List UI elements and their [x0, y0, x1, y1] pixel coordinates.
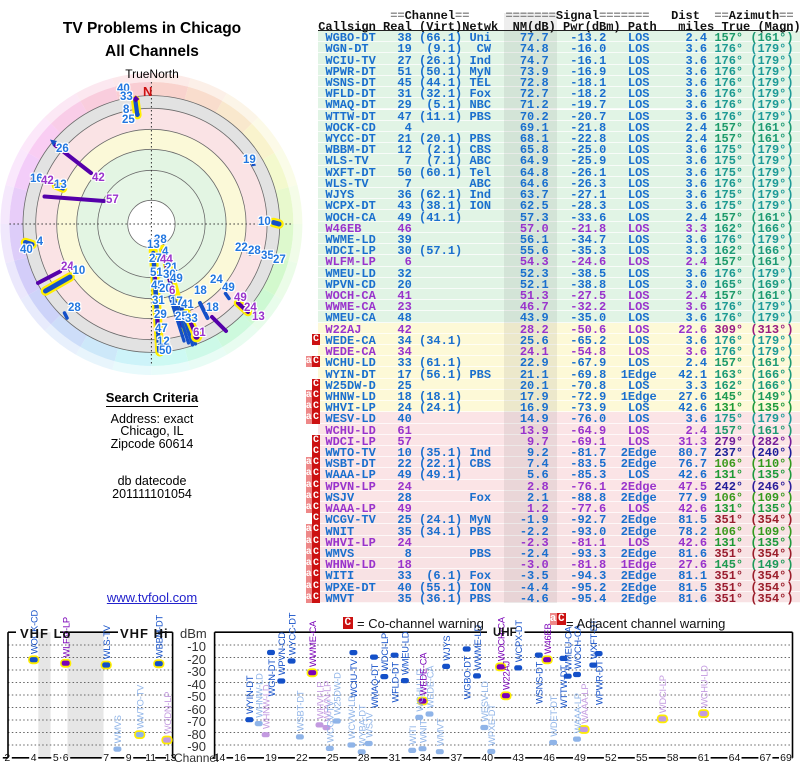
svg-text:W46EB: W46EB	[543, 623, 553, 654]
svg-text:WGBO-DT: WGBO-DT	[463, 655, 473, 699]
svg-text:WHNW-LD: WHNW-LD	[255, 673, 265, 718]
svg-text:WMEU-LD: WMEU-LD	[401, 631, 411, 675]
svg-text:WPVN-LP: WPVN-LP	[322, 681, 332, 722]
svg-text:WXFT-DT: WXFT-DT	[589, 619, 599, 659]
svg-text:WNIT: WNIT	[418, 720, 428, 743]
svg-text:W22AJ: W22AJ	[502, 661, 512, 690]
svg-text:WEDE-CA: WEDE-CA	[425, 665, 435, 709]
svg-text:W25DW-D: W25DW-D	[333, 672, 343, 715]
svg-text:WWME-LD: WWME-LD	[473, 625, 483, 671]
svg-text:WFLD-DT: WFLD-DT	[390, 661, 400, 702]
svg-text:WSJV: WSJV	[365, 712, 375, 738]
svg-text:WOCK-CD: WOCK-CD	[30, 609, 40, 654]
svg-text:WMVS: WMVS	[113, 715, 123, 743]
svg-text:WAAA-LP: WAAA-LP	[580, 684, 590, 724]
svg-text:WITI: WITI	[408, 726, 418, 745]
svg-text:WPXE-DT: WPXE-DT	[487, 704, 497, 746]
svg-text:WMVT: WMVT	[436, 718, 446, 746]
svg-text:WBBM-DT: WBBM-DT	[155, 614, 165, 658]
svg-text:WEDE-CA: WEDE-CA	[418, 652, 428, 696]
svg-text:WDCI-LP: WDCI-LP	[380, 633, 390, 671]
svg-text:WCHU-LD: WCHU-LD	[415, 669, 425, 712]
svg-text:WOCH-CA: WOCH-CA	[496, 616, 506, 661]
svg-text:WPVN-CD: WPVN-CD	[277, 632, 287, 676]
svg-text:WCVW-LD: WCVW-LD	[347, 695, 357, 739]
svg-text:WLFM-LP: WLFM-LP	[62, 617, 72, 657]
svg-text:WYIN-DT: WYIN-DT	[245, 675, 255, 714]
svg-text:WCHU-LD: WCHU-LD	[699, 665, 709, 708]
svg-text:WSNS-DT: WSNS-DT	[535, 661, 545, 704]
svg-text:WCGV-TV: WCGV-TV	[326, 700, 336, 743]
svg-text:WODN-LP: WODN-LP	[163, 692, 173, 735]
svg-text:WHNW-LD: WHNW-LD	[262, 684, 272, 729]
svg-text:WYBA-DT: WYBA-DT	[358, 704, 368, 746]
svg-text:WCPX-DT: WCPX-DT	[514, 620, 524, 663]
svg-text:WDET-DT: WDET-DT	[549, 695, 559, 736]
svg-text:WAAA-LP: WAAA-LP	[573, 693, 583, 733]
svg-text:WMEU-CA: WMEU-CA	[564, 625, 574, 670]
svg-text:WDCI-LP: WDCI-LP	[658, 675, 668, 713]
svg-text:WGN-DT: WGN-DT	[267, 659, 277, 697]
svg-text:WTTW-DT: WTTW-DT	[559, 665, 569, 708]
svg-text:WYCC-DT: WYCC-DT	[287, 612, 297, 655]
svg-text:WCIU-TV: WCIU-TV	[349, 658, 359, 697]
svg-text:WHVI-LP: WHVI-LP	[315, 682, 325, 719]
svg-text:WWTO-TV: WWTO-TV	[136, 684, 146, 729]
svg-text:WSBT-DT: WSBT-DT	[296, 690, 306, 731]
svg-text:WOCH-CA: WOCH-CA	[573, 624, 583, 669]
svg-text:WMAQ-DT: WMAQ-DT	[370, 663, 380, 708]
svg-text:WJYS: WJYS	[442, 636, 452, 661]
svg-text:WPWR-DT: WPWR-DT	[594, 660, 604, 705]
svg-text:WLS-TV: WLS-TV	[102, 624, 112, 659]
svg-text:WWME-CA: WWME-CA	[308, 620, 318, 667]
svg-text:WESV-LD: WESV-LD	[480, 681, 490, 722]
